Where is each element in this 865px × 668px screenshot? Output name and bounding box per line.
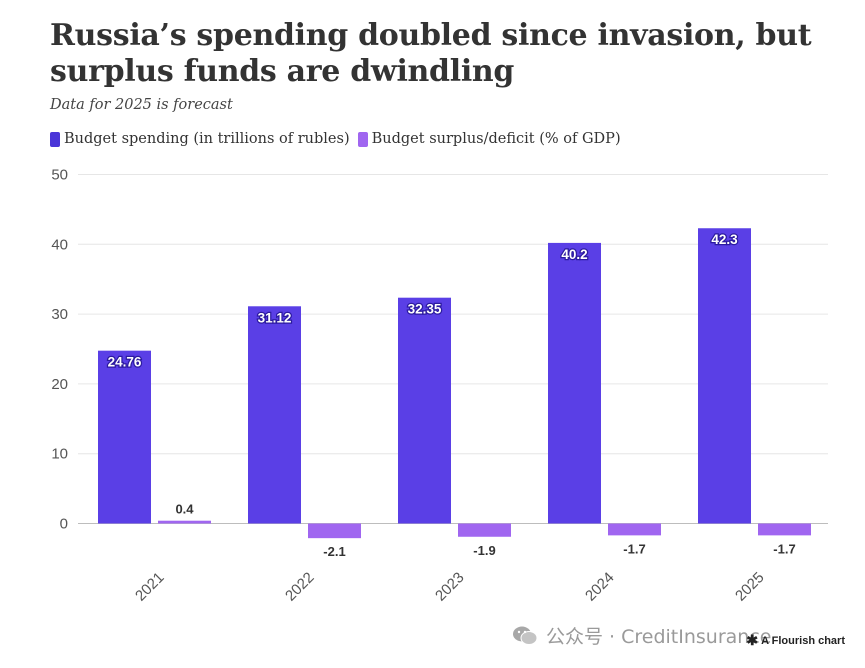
y-tick-label-10: 10: [51, 446, 68, 463]
y-tick-label-30: 30: [51, 306, 68, 323]
x-tick-label-2022: 2022: [282, 569, 318, 605]
flourish-star-icon: ✱: [746, 632, 759, 648]
bar-spending-2022[interactable]: [248, 306, 301, 524]
y-tick-label-50: 50: [51, 167, 68, 184]
bar-surplus-2023[interactable]: [458, 523, 511, 537]
y-tick-label-20: 20: [51, 376, 68, 393]
wechat-icon: [513, 626, 538, 645]
legend-item-spending[interactable]: Budget spending (in trillions of rubles): [50, 131, 350, 147]
data-label-surplus-2021: 0.4: [175, 502, 194, 517]
data-label-spending-2023: 32.35: [408, 302, 442, 317]
data-label-surplus-2023: -1.9: [473, 543, 495, 558]
bar-surplus-2025[interactable]: [758, 523, 811, 536]
x-tick-label-2025: 2025: [732, 569, 768, 605]
bar-surplus-2024[interactable]: [608, 523, 661, 536]
flourish-credit-text: A Flourish chart: [761, 634, 845, 647]
x-tick-label-2024: 2024: [582, 569, 618, 605]
watermark-text: 公众号 · CreditInsurance: [546, 626, 772, 648]
bar-spending-2024[interactable]: [548, 242, 601, 524]
bar-spending-2021[interactable]: [98, 350, 151, 524]
bar-surplus-2022[interactable]: [308, 523, 361, 539]
bar-chart: 0 10 20 30 40 50 24.76 0.4 2021 31.12 -2.1 2022 32.3…: [51, 167, 828, 605]
legend-swatch-surplus: [357, 131, 368, 147]
chart-title: Russia’s spending doubled since invasion…: [50, 18, 812, 89]
data-label-spending-2022: 31.12: [258, 310, 292, 325]
data-label-surplus-2024: -1.7: [623, 541, 645, 556]
data-label-surplus-2025: -1.7: [773, 541, 795, 556]
data-label-spending-2021: 24.76: [108, 355, 142, 370]
bar-spending-2025[interactable]: [698, 228, 751, 524]
legend-item-surplus[interactable]: Budget surplus/deficit (% of GDP): [357, 131, 621, 147]
chart-subtitle: Data for 2025 is forecast: [50, 97, 233, 113]
bar-spending-2023[interactable]: [398, 297, 451, 524]
data-label-spending-2024: 40.2: [561, 247, 587, 262]
data-label-spending-2025: 42.3: [711, 232, 738, 247]
x-tick-label-2023: 2023: [432, 569, 468, 605]
y-tick-label-0: 0: [60, 516, 68, 533]
watermark: 公众号 · CreditInsurance: [512, 622, 771, 649]
bar-surplus-2021[interactable]: [158, 520, 211, 524]
flourish-credit[interactable]: ✱ A Flourish chart: [746, 632, 845, 649]
legend: Budget spending (in trillions of rubles)…: [50, 131, 629, 147]
legend-label-spending: Budget spending (in trillions of rubles): [64, 131, 350, 147]
y-tick-label-40: 40: [51, 236, 68, 253]
x-tick-label-2021: 2021: [132, 569, 168, 605]
legend-swatch-spending: [50, 131, 60, 147]
legend-label-surplus: Budget surplus/deficit (% of GDP): [371, 131, 621, 147]
data-label-surplus-2022: -2.1: [323, 544, 345, 559]
